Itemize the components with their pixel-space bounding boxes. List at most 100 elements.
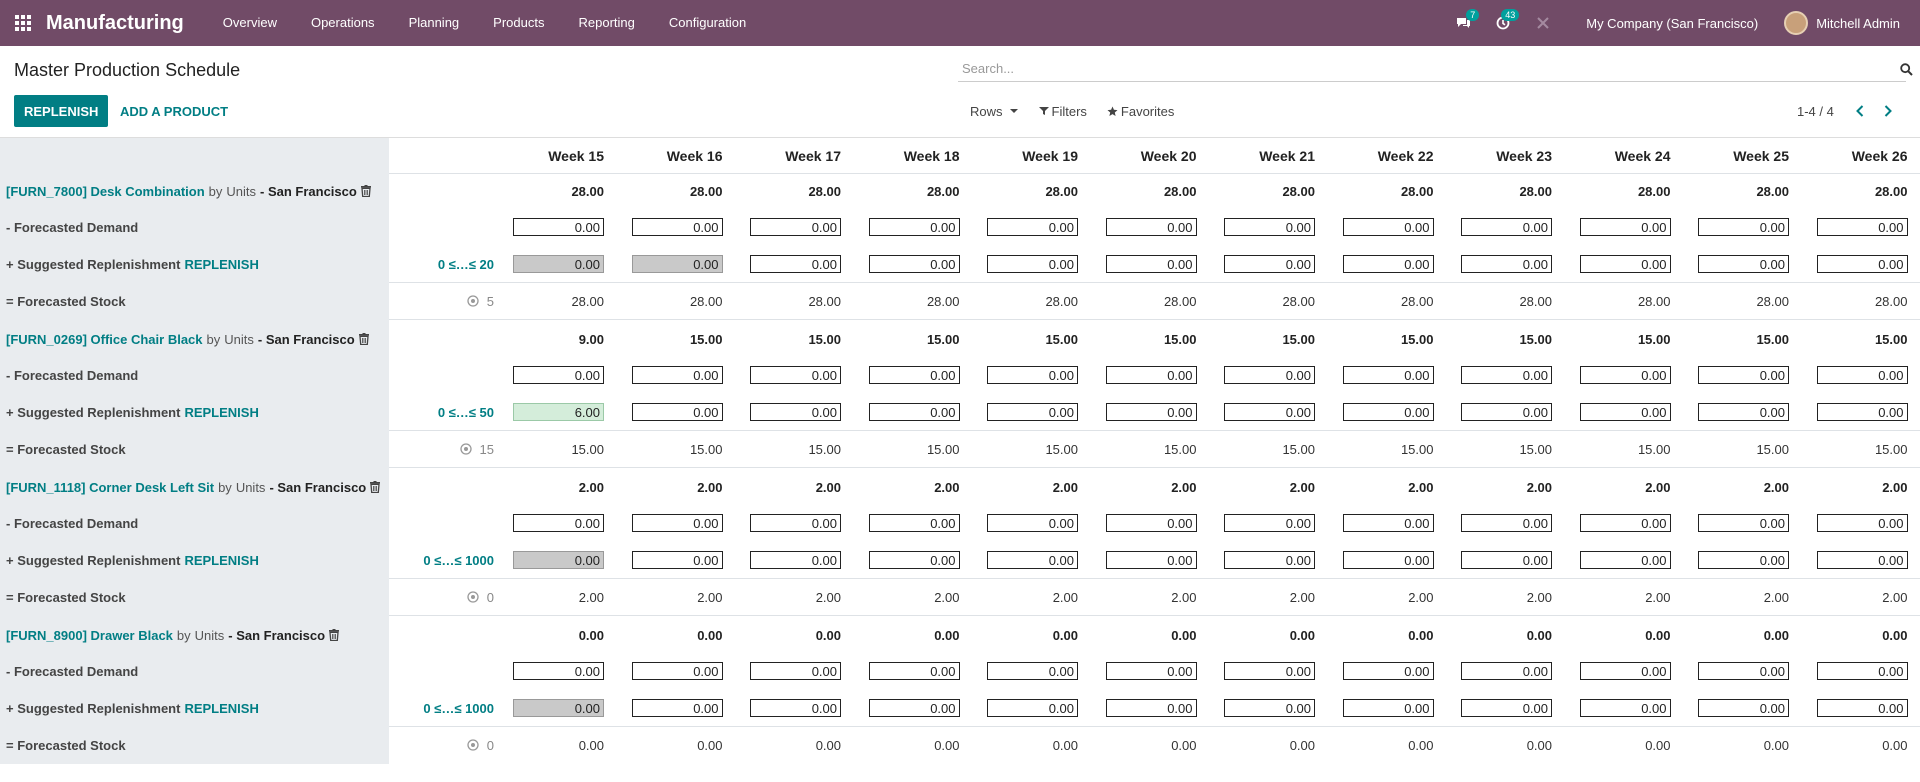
safety-stock-range[interactable]: 0 ≤…≤ 1000 [423,700,494,716]
forecasted-demand-input[interactable] [1579,514,1671,532]
forecasted-demand-input[interactable] [631,218,723,236]
suggested-replenishment-input[interactable] [1342,551,1434,569]
forecasted-demand-input[interactable] [987,514,1078,532]
suggested-replenishment-input[interactable] [1698,699,1789,717]
suggested-replenishment-input[interactable] [1224,403,1315,421]
menu-products[interactable]: Products [493,15,545,30]
menu-reporting[interactable]: Reporting [578,15,635,30]
forecasted-demand-input[interactable] [750,218,841,236]
menu-configuration[interactable]: Configuration [668,15,747,30]
forecasted-demand-input[interactable] [1461,514,1552,532]
forecasted-demand-input[interactable] [1579,218,1671,236]
forecasted-demand-input[interactable] [868,662,960,680]
suggested-replenishment-input[interactable] [987,699,1078,717]
forecasted-demand-input[interactable] [1698,218,1789,236]
forecasted-demand-input[interactable] [868,514,960,532]
product-name-link[interactable]: [FURN_0269] Office Chair Black [6,331,203,347]
suggested-replenishment-input[interactable] [513,551,604,569]
suggested-replenishment-input[interactable] [631,403,723,421]
suggested-replenishment-input[interactable] [1342,255,1434,273]
forecasted-demand-input[interactable] [1342,366,1434,384]
pager-value[interactable]: 1-4 / 4 [1797,103,1834,119]
filters-dropdown[interactable]: Filters [1038,104,1087,119]
forecasted-demand-input[interactable] [1816,218,1908,236]
forecasted-demand-input[interactable] [1224,218,1315,236]
suggested-replenishment-input[interactable] [868,551,960,569]
suggested-replenishment-input[interactable] [1816,699,1908,717]
suggested-replenishment-input[interactable] [1342,403,1434,421]
forecasted-demand-input[interactable] [987,218,1078,236]
messages-button[interactable]: 7 [1446,0,1480,46]
forecasted-demand-input[interactable] [1461,366,1552,384]
suggested-replenishment-input[interactable] [987,255,1078,273]
suggested-replenishment-input[interactable] [1698,255,1789,273]
forecasted-demand-input[interactable] [1342,514,1434,532]
debug-tools-button[interactable] [1526,0,1560,46]
suggested-replenishment-input[interactable] [1816,255,1908,273]
forecasted-demand-input[interactable] [1105,218,1197,236]
forecasted-demand-input[interactable] [1224,366,1315,384]
menu-overview[interactable]: Overview [222,15,277,30]
suggested-replenishment-input[interactable] [1461,699,1552,717]
rows-dropdown[interactable]: Rows [970,104,1019,119]
forecasted-demand-input[interactable] [1816,366,1908,384]
replenish-button[interactable]: REPLENISH [14,95,109,127]
suggested-replenishment-input[interactable] [868,699,960,717]
suggested-replenishment-input[interactable] [868,255,960,273]
row-replenish-link[interactable]: REPLENISH [184,256,259,272]
forecasted-demand-input[interactable] [1461,218,1552,236]
suggested-replenishment-input[interactable] [750,551,841,569]
suggested-replenishment-input[interactable] [1342,699,1434,717]
forecasted-demand-input[interactable] [1105,366,1197,384]
user-menu[interactable]: Mitchell Admin [1816,15,1900,31]
safety-stock-range[interactable]: 0 ≤…≤ 50 [437,404,494,420]
forecasted-demand-input[interactable] [1342,218,1434,236]
company-switcher[interactable]: My Company (San Francisco) [1586,15,1759,31]
forecasted-demand-input[interactable] [750,662,841,680]
forecasted-demand-input[interactable] [1224,514,1315,532]
suggested-replenishment-input[interactable] [1461,255,1552,273]
product-name-link[interactable]: [FURN_1118] Corner Desk Left Sit [6,479,215,495]
forecasted-demand-input[interactable] [513,366,604,384]
suggested-replenishment-input[interactable] [1105,551,1197,569]
suggested-replenishment-input[interactable] [513,699,604,717]
forecasted-demand-input[interactable] [513,514,604,532]
row-replenish-link[interactable]: REPLENISH [184,404,259,420]
forecasted-demand-input[interactable] [1579,366,1671,384]
suggested-replenishment-input[interactable] [1698,551,1789,569]
safety-stock-range[interactable]: 0 ≤…≤ 20 [437,256,494,272]
suggested-replenishment-input[interactable] [631,699,723,717]
forecasted-demand-input[interactable] [1461,662,1552,680]
app-name[interactable]: Manufacturing [46,11,184,34]
forecasted-demand-input[interactable] [1698,514,1789,532]
forecasted-demand-input[interactable] [1342,662,1434,680]
forecasted-demand-input[interactable] [1579,662,1671,680]
menu-operations[interactable]: Operations [310,15,375,30]
forecasted-demand-input[interactable] [868,218,960,236]
forecasted-demand-input[interactable] [987,366,1078,384]
target-icon[interactable] [467,295,479,307]
suggested-replenishment-input[interactable] [513,403,604,421]
activities-button[interactable]: 43 [1486,0,1520,46]
forecasted-demand-input[interactable] [513,218,604,236]
row-replenish-link[interactable]: REPLENISH [184,700,259,716]
suggested-replenishment-input[interactable] [1224,699,1315,717]
suggested-replenishment-input[interactable] [1105,403,1197,421]
apps-menu-icon[interactable] [0,0,46,46]
trash-icon[interactable] [329,629,340,641]
suggested-replenishment-input[interactable] [631,551,723,569]
row-replenish-link[interactable]: REPLENISH [184,552,259,568]
forecasted-demand-input[interactable] [868,366,960,384]
safety-stock-range[interactable]: 0 ≤…≤ 1000 [423,552,494,568]
trash-icon[interactable] [358,333,369,345]
forecasted-demand-input[interactable] [1816,662,1908,680]
pager-previous[interactable] [1850,101,1870,121]
forecasted-demand-input[interactable] [1698,366,1789,384]
forecasted-demand-input[interactable] [1105,514,1197,532]
suggested-replenishment-input[interactable] [1461,403,1552,421]
suggested-replenishment-input[interactable] [1105,255,1197,273]
target-icon[interactable] [467,739,479,751]
suggested-replenishment-input[interactable] [750,255,841,273]
target-icon[interactable] [459,443,472,455]
forecasted-demand-input[interactable] [631,662,723,680]
